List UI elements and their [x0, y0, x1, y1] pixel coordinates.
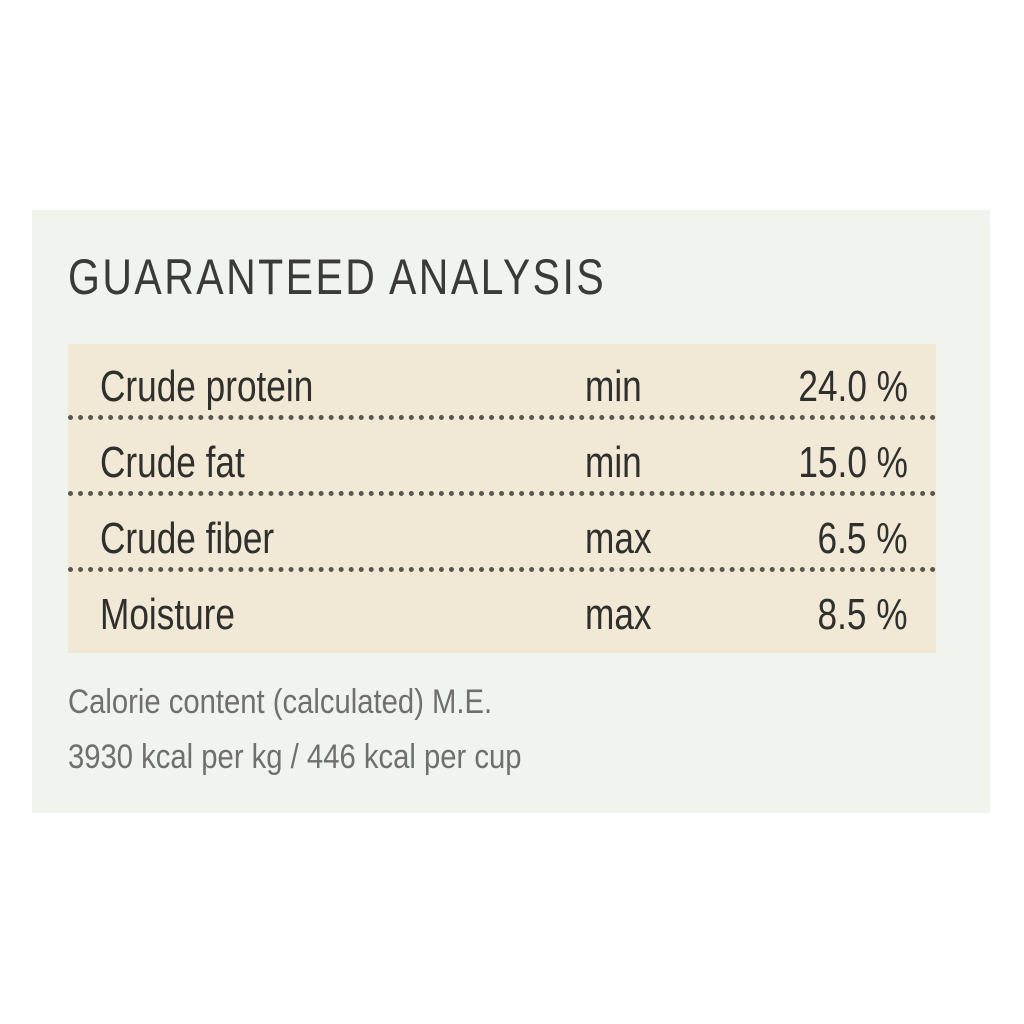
table-row: Moisture max 8.5 % [68, 572, 936, 648]
table-row: Crude fat min 15.0 % [68, 420, 936, 496]
nutrient-value: 8.5 % [817, 590, 908, 639]
nutrient-value: 24.0 % [798, 362, 908, 411]
calorie-content-value: 3930 kcal per kg / 446 kcal per cup [68, 738, 522, 776]
nutrient-name: Moisture [100, 590, 235, 639]
table-row: Crude fiber max 6.5 % [68, 496, 936, 572]
nutrient-name: Crude fiber [100, 514, 275, 563]
calorie-content-label: Calorie content (calculated) M.E. [68, 683, 493, 721]
nutrient-qualifier: max [585, 590, 652, 639]
nutrient-qualifier: min [585, 438, 642, 487]
table-row: Crude protein min 24.0 % [68, 344, 936, 420]
nutrient-value: 6.5 % [817, 514, 908, 563]
nutrient-qualifier: min [585, 362, 642, 411]
nutrient-qualifier: max [585, 514, 652, 563]
guaranteed-analysis-title: GUARANTEED ANALYSIS [68, 249, 607, 305]
nutrient-name: Crude protein [100, 362, 314, 411]
nutrient-name: Crude fat [100, 438, 245, 487]
nutrient-value: 15.0 % [798, 438, 908, 487]
analysis-table: Crude protein min 24.0 % Crude fat min 1… [68, 344, 936, 653]
